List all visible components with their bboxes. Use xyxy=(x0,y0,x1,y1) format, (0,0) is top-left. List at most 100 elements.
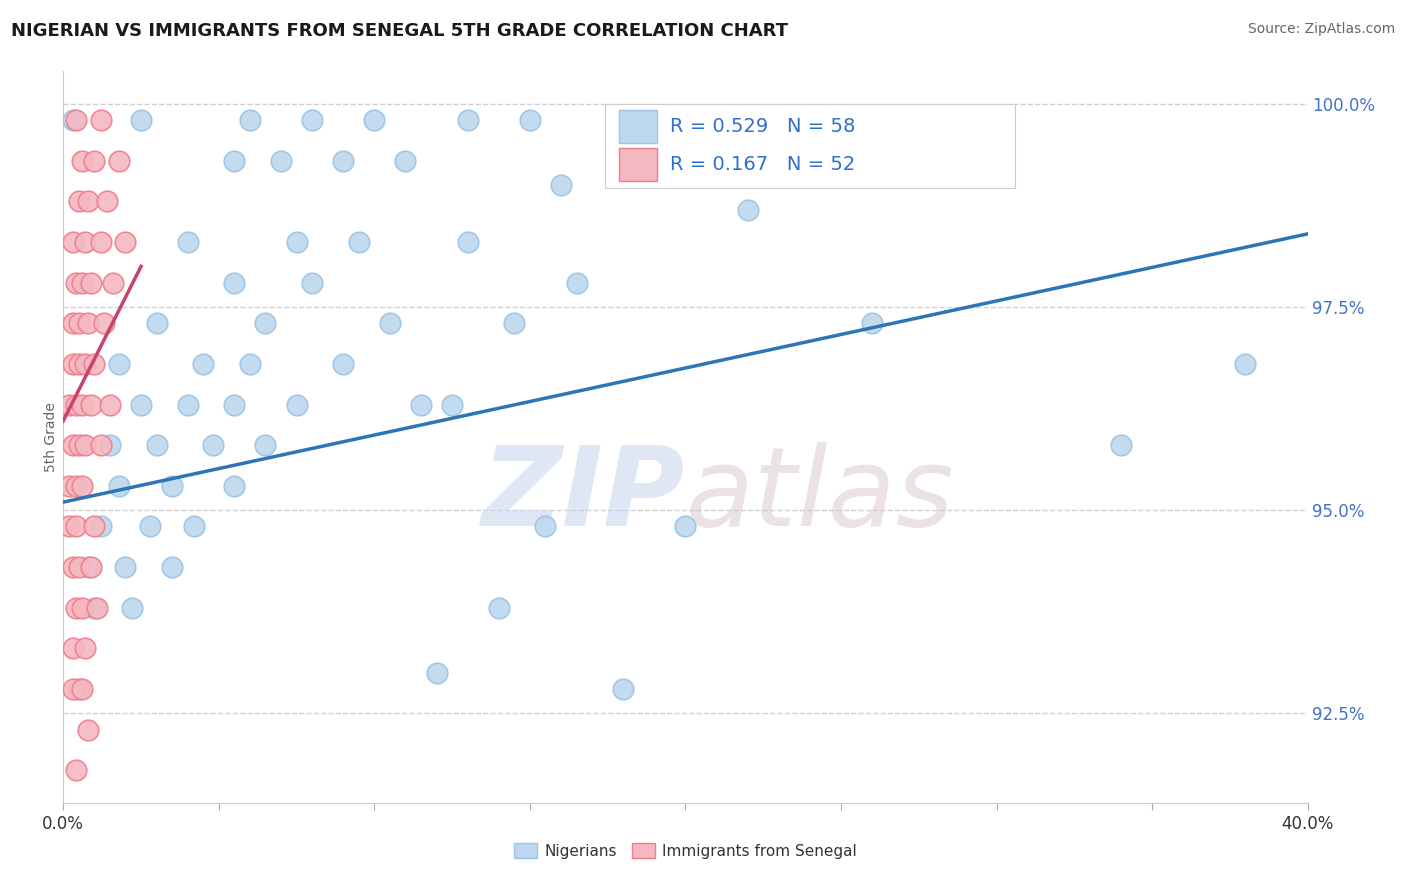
Point xyxy=(108,479,131,493)
Point xyxy=(65,600,87,615)
Point xyxy=(441,398,464,412)
Point xyxy=(177,398,200,412)
Point xyxy=(737,202,759,217)
Point xyxy=(108,357,131,371)
Point xyxy=(534,519,557,533)
Point xyxy=(114,235,136,249)
Point xyxy=(183,519,205,533)
Point xyxy=(83,600,105,615)
Point xyxy=(62,560,84,574)
Point xyxy=(409,398,432,412)
Point xyxy=(67,357,90,371)
Point xyxy=(96,194,118,209)
Point xyxy=(62,681,84,696)
Point xyxy=(77,723,100,737)
Point xyxy=(503,316,526,330)
Point xyxy=(301,113,323,128)
Point xyxy=(254,316,277,330)
Bar xyxy=(620,148,657,181)
Point xyxy=(73,641,96,656)
Point xyxy=(239,113,262,128)
Point xyxy=(177,235,200,249)
Point xyxy=(254,438,277,452)
Point xyxy=(139,519,162,533)
Point xyxy=(73,235,96,249)
Point xyxy=(70,398,93,412)
Point xyxy=(285,235,308,249)
Text: R = 0.529   N = 58: R = 0.529 N = 58 xyxy=(671,117,856,136)
Point xyxy=(332,357,354,371)
Point xyxy=(83,153,105,168)
Point xyxy=(77,194,100,209)
Point xyxy=(160,560,183,574)
Point xyxy=(65,519,87,533)
Point xyxy=(67,681,90,696)
Point xyxy=(62,438,84,452)
Point xyxy=(224,276,246,290)
Text: NIGERIAN VS IMMIGRANTS FROM SENEGAL 5TH GRADE CORRELATION CHART: NIGERIAN VS IMMIGRANTS FROM SENEGAL 5TH … xyxy=(11,22,789,40)
Point xyxy=(62,235,84,249)
Point xyxy=(129,113,152,128)
Point xyxy=(101,276,124,290)
Point xyxy=(201,438,224,452)
Point xyxy=(58,398,80,412)
Point xyxy=(90,235,112,249)
Point xyxy=(224,153,246,168)
Point xyxy=(86,600,108,615)
Point xyxy=(70,153,93,168)
Point xyxy=(90,519,112,533)
Point xyxy=(67,316,90,330)
Point xyxy=(62,641,84,656)
Point xyxy=(77,560,100,574)
Point xyxy=(65,398,87,412)
Point xyxy=(65,479,87,493)
Point xyxy=(193,357,215,371)
Text: ZIP: ZIP xyxy=(482,442,686,549)
Point xyxy=(347,235,370,249)
Point xyxy=(83,357,105,371)
Text: Source: ZipAtlas.com: Source: ZipAtlas.com xyxy=(1247,22,1395,37)
Point xyxy=(301,276,323,290)
Point xyxy=(860,316,883,330)
Point xyxy=(65,764,87,778)
Point xyxy=(565,276,588,290)
Point xyxy=(378,316,401,330)
Legend: Nigerians, Immigrants from Senegal: Nigerians, Immigrants from Senegal xyxy=(508,837,863,864)
Point xyxy=(160,479,183,493)
Point xyxy=(224,398,246,412)
Point xyxy=(67,194,90,209)
Point xyxy=(98,398,121,412)
Point xyxy=(58,519,80,533)
Point xyxy=(70,681,93,696)
Point xyxy=(129,398,152,412)
Point xyxy=(519,113,541,128)
Y-axis label: 5th Grade: 5th Grade xyxy=(44,402,58,472)
Point xyxy=(1234,357,1257,371)
Text: R = 0.167   N = 52: R = 0.167 N = 52 xyxy=(671,154,856,174)
Point xyxy=(67,438,90,452)
Point xyxy=(612,681,634,696)
Point xyxy=(98,438,121,452)
Point xyxy=(62,357,84,371)
Point xyxy=(457,113,479,128)
Bar xyxy=(620,110,657,143)
Point xyxy=(1109,438,1132,452)
Point xyxy=(83,519,105,533)
Point xyxy=(224,479,246,493)
Point xyxy=(65,113,87,128)
Point xyxy=(67,560,90,574)
Point xyxy=(62,113,84,128)
Point xyxy=(363,113,385,128)
Point xyxy=(270,153,292,168)
Point xyxy=(65,276,87,290)
Point xyxy=(77,316,100,330)
Point xyxy=(114,560,136,574)
Point xyxy=(58,479,80,493)
Point xyxy=(675,519,697,533)
Point xyxy=(90,438,112,452)
Point xyxy=(394,153,416,168)
Point xyxy=(457,235,479,249)
Point xyxy=(80,560,103,574)
Point xyxy=(108,153,131,168)
Point xyxy=(332,153,354,168)
